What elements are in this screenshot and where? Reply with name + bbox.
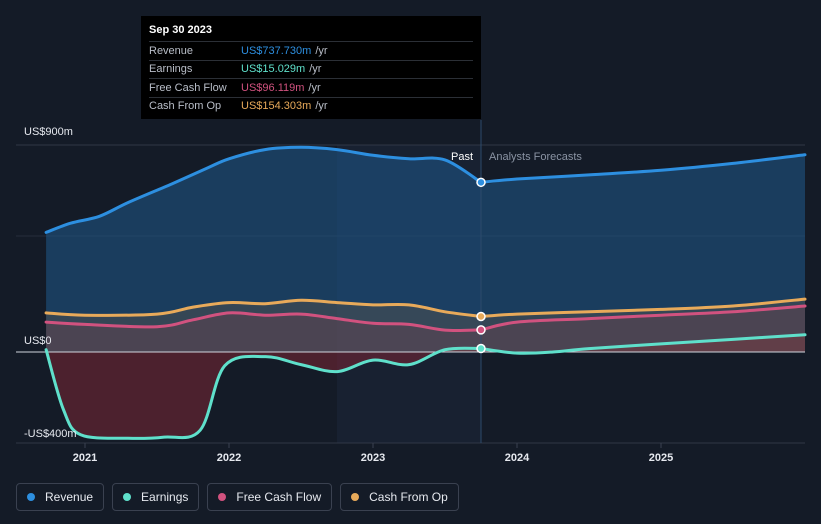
- tooltip-value: US$154.303m: [241, 100, 312, 113]
- cash-from-op-marker[interactable]: [476, 311, 486, 322]
- tooltip-unit: /yr: [309, 63, 322, 76]
- earnings-line-past: [44, 346, 483, 440]
- earnings-marker[interactable]: [476, 343, 486, 354]
- free-cash-flow-marker[interactable]: [476, 325, 486, 335]
- forecast-label: Analysts Forecasts: [489, 151, 582, 163]
- legend-item-earnings[interactable]: Earnings: [112, 483, 200, 511]
- tooltip-unit: /yr: [308, 81, 321, 94]
- cash-from-op-line-forecast: [479, 297, 807, 318]
- x-tick-label: 2021: [73, 452, 97, 464]
- tooltip-value: US$96.119m: [241, 81, 305, 94]
- legend-label: Revenue: [45, 490, 94, 504]
- earnings-dot-icon: [123, 493, 132, 501]
- tooltip-label: Free Cash Flow: [149, 81, 227, 94]
- tooltip-row-revenue: Revenue US$737.730m /yr: [149, 41, 473, 60]
- tooltip-unit: /yr: [315, 100, 328, 113]
- tooltip-value: US$737.730m: [241, 44, 312, 57]
- earnings-line-forecast: [479, 333, 807, 355]
- tooltip: Sep 30 2023 Revenue US$737.730m /yr Earn…: [141, 16, 481, 119]
- x-tick-label: 2024: [505, 452, 530, 464]
- legend-item-free-cash-flow[interactable]: Free Cash Flow: [207, 483, 333, 511]
- cash-from-op-dot-icon: [351, 493, 360, 501]
- tooltip-label: Cash From Op: [149, 100, 222, 113]
- free-cash-flow-line-forecast: [479, 304, 807, 332]
- tooltip-value: US$15.029m: [241, 63, 306, 76]
- revenue-area: [46, 147, 806, 352]
- tooltip-label: Earnings: [149, 63, 193, 76]
- tooltip-row-earnings: Earnings US$15.029m /yr: [149, 59, 473, 79]
- legend-label: Cash From Op: [369, 490, 448, 504]
- legend-item-revenue[interactable]: Revenue: [16, 483, 105, 511]
- tooltip-label: Revenue: [149, 44, 194, 57]
- revenue-marker[interactable]: [476, 177, 486, 188]
- y-tick-label: US$0: [24, 335, 52, 347]
- free-cash-flow-line-past: [44, 311, 483, 332]
- tooltip-row-free-cash-flow: Free Cash Flow US$96.119m /yr: [149, 78, 473, 97]
- y-tick-label: -US$400m: [24, 428, 77, 440]
- x-tick-label: 2022: [217, 452, 241, 464]
- y-tick-label: US$900m: [24, 126, 73, 138]
- revenue-line-forecast: [479, 153, 807, 184]
- tooltip-row-cash-from-op: Cash From Op US$154.303m /yr: [149, 96, 473, 116]
- earnings-area: [46, 334, 806, 439]
- legend-label: Earnings: [141, 490, 189, 504]
- free-cash-flow-dot-icon: [218, 493, 227, 501]
- revenue-line-past: [44, 145, 483, 234]
- tooltip-unit: /yr: [315, 44, 328, 57]
- cash-from-op-line-past: [44, 298, 483, 318]
- legend: Revenue Earnings Free Cash Flow Cash Fro…: [16, 483, 459, 511]
- legend-item-cash-from-op[interactable]: Cash From Op: [340, 483, 459, 511]
- past-label: Past: [451, 151, 473, 163]
- x-tick-label: 2023: [361, 452, 385, 464]
- x-tick-label: 2025: [649, 452, 673, 464]
- legend-label: Free Cash Flow: [236, 490, 322, 504]
- revenue-dot-icon: [27, 493, 35, 501]
- tooltip-date: Sep 30 2023: [149, 24, 212, 36]
